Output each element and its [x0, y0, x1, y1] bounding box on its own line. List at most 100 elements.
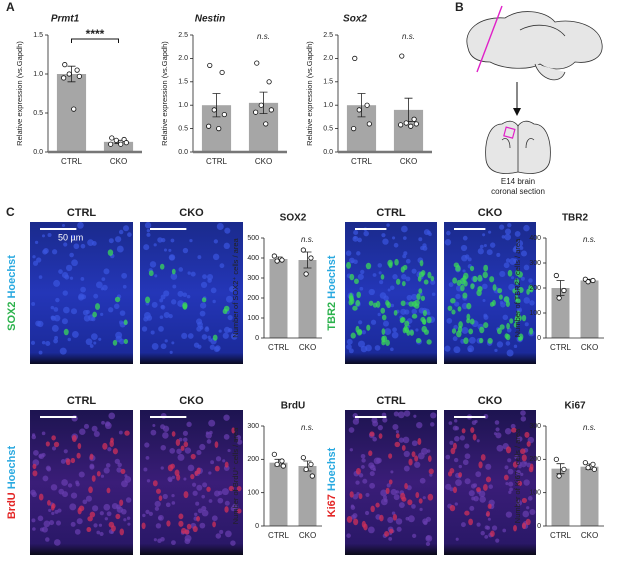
nucleus [448, 421, 453, 425]
labeled-cell [486, 511, 491, 517]
condition-label: CTRL [376, 207, 406, 219]
labeled-cell [385, 300, 390, 306]
y-tick-label: 0.5 [33, 110, 43, 117]
nucleus [523, 224, 530, 232]
nucleus [405, 301, 410, 305]
labeled-cell [355, 468, 361, 475]
nucleus [393, 411, 399, 417]
nucleus [108, 238, 114, 244]
nucleus [482, 299, 486, 303]
diagram-caption: coronal section [491, 187, 545, 196]
nucleus [501, 235, 506, 239]
labeled-cell [51, 435, 56, 441]
y-tick-label: 0 [255, 335, 259, 342]
nucleus [411, 440, 418, 447]
counterstain-name: Hoechst [6, 255, 18, 299]
labeled-cell [451, 309, 456, 315]
labeled-cell [109, 440, 114, 448]
nucleus [484, 534, 489, 539]
nucleus [160, 343, 167, 350]
labeled-cell [196, 467, 201, 475]
labeled-cell [369, 431, 375, 437]
nucleus [146, 228, 151, 233]
nucleus [159, 315, 164, 319]
nucleus [74, 528, 81, 535]
nucleus [392, 327, 397, 333]
nucleus [230, 332, 238, 340]
labeled-cell [419, 260, 424, 267]
y-tick-label: 500 [247, 235, 259, 242]
labeled-cell [384, 531, 390, 537]
nucleus [464, 254, 470, 259]
nucleus [123, 518, 127, 522]
condition-label: CKO [179, 207, 204, 219]
nucleus [93, 341, 97, 345]
labeled-cell [87, 516, 93, 522]
nucleus [42, 475, 49, 482]
data-point [582, 460, 588, 466]
nucleus [50, 305, 55, 310]
labeled-cell [102, 442, 108, 450]
labeled-cell [506, 322, 510, 330]
nucleus [196, 318, 203, 325]
nucleus [377, 263, 383, 268]
y-axis-label: Number of BrdU⁺ cells / area [231, 427, 240, 524]
y-tick-label: 200 [529, 285, 541, 292]
condition-label: CKO [478, 207, 503, 219]
nucleus [460, 244, 468, 252]
labeled-cell [418, 271, 425, 278]
nucleus [39, 527, 45, 532]
nucleus [219, 263, 225, 269]
nucleus [155, 523, 162, 529]
nucleus [504, 428, 512, 435]
nucleus [216, 222, 224, 230]
labeled-cell [394, 441, 401, 448]
labeled-cell [141, 522, 146, 530]
nucleus [215, 456, 222, 462]
y-tick-label: 200 [529, 456, 541, 463]
labeled-cell [426, 316, 432, 324]
y-tick-label: 1.5 [178, 79, 188, 86]
labeled-cell [511, 427, 517, 433]
nucleus [85, 495, 92, 502]
nucleus [225, 295, 233, 303]
nucleus [346, 344, 352, 350]
data-point [207, 62, 213, 69]
nucleus [34, 240, 39, 245]
nucleus [162, 432, 169, 439]
nucleus [101, 420, 105, 425]
nucleus [402, 236, 407, 240]
nucleus [116, 467, 122, 473]
nucleus [176, 448, 182, 455]
nucleus [61, 479, 68, 486]
nucleus [464, 453, 471, 460]
chart-title: Nestin [195, 14, 226, 25]
nucleus [529, 508, 536, 515]
nucleus [400, 225, 408, 233]
counterstain-name: Hoechst [326, 255, 338, 299]
labeled-cell [231, 427, 236, 434]
data-point [300, 247, 306, 253]
nucleus [58, 488, 65, 495]
labeled-cell [152, 480, 158, 487]
nucleus [143, 311, 151, 319]
nucleus [33, 450, 39, 456]
labeled-cell [96, 470, 101, 477]
condition-label: CKO [478, 395, 503, 407]
nucleus [405, 276, 411, 282]
labeled-cell [393, 309, 398, 316]
bar [580, 280, 599, 338]
labeled-cell [414, 455, 419, 462]
bar [298, 260, 317, 338]
y-tick-label: 300 [529, 423, 541, 430]
nucleus [444, 345, 451, 352]
data-point [591, 466, 597, 472]
stain-label: BrdU Hoechst [6, 446, 18, 520]
data-point [113, 137, 119, 143]
labeled-cell [529, 327, 534, 335]
data-point [263, 121, 269, 127]
nucleus [30, 340, 36, 345]
nucleus [158, 326, 164, 332]
nucleus [168, 248, 172, 252]
y-tick-label: 400 [247, 255, 259, 262]
